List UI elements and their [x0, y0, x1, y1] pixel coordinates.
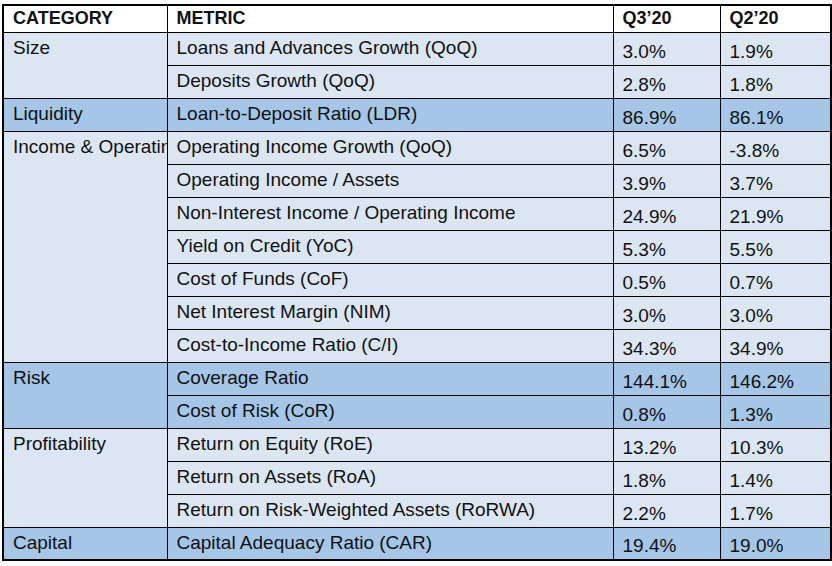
- page-canvas: CATEGORY METRIC Q3’20 Q2’20 Size Loans a…: [0, 0, 832, 566]
- q2-value-cell: 10.3%: [720, 428, 831, 461]
- q2-value-cell: 146.2%: [720, 362, 831, 395]
- metric-cell: Net Interest Margin (NIM): [167, 296, 613, 329]
- column-header-q3-20: Q3’20: [613, 5, 720, 32]
- q2-value-cell: 1.8%: [720, 65, 831, 98]
- q2-value-cell: 19.0%: [720, 527, 831, 560]
- q3-value-cell: 1.8%: [613, 461, 720, 494]
- table-row: Size Loans and Advances Growth (QoQ) 3.0…: [3, 32, 831, 65]
- table-row: Risk Coverage Ratio 144.1% 146.2%: [3, 362, 831, 395]
- column-header-metric: METRIC: [167, 5, 613, 32]
- table-row: Liquidity Loan-to-Deposit Ratio (LDR) 86…: [3, 98, 831, 131]
- q2-value-cell: 3.0%: [720, 296, 831, 329]
- metric-cell: Yield on Credit (YoC): [167, 230, 613, 263]
- q3-value-cell: 2.2%: [613, 494, 720, 527]
- category-cell-liquidity: Liquidity: [3, 98, 167, 131]
- q3-value-cell: 0.8%: [613, 395, 720, 428]
- q2-value-cell: 0.7%: [720, 263, 831, 296]
- table-row: Income & Operating Efficiency Operating …: [3, 131, 831, 164]
- metric-cell: Return on Risk-Weighted Assets (RoRWA): [167, 494, 613, 527]
- q2-value-cell: 21.9%: [720, 197, 831, 230]
- q3-value-cell: 86.9%: [613, 98, 720, 131]
- table-row: Capital Capital Adequacy Ratio (CAR) 19.…: [3, 527, 831, 560]
- metric-cell: Non-Interest Income / Operating Income: [167, 197, 613, 230]
- q3-value-cell: 0.5%: [613, 263, 720, 296]
- q3-value-cell: 6.5%: [613, 131, 720, 164]
- q3-value-cell: 3.0%: [613, 32, 720, 65]
- q3-value-cell: 5.3%: [613, 230, 720, 263]
- metric-cell: Cost of Funds (CoF): [167, 263, 613, 296]
- q3-value-cell: 13.2%: [613, 428, 720, 461]
- q2-value-cell: 1.4%: [720, 461, 831, 494]
- q3-value-cell: 3.0%: [613, 296, 720, 329]
- q3-value-cell: 2.8%: [613, 65, 720, 98]
- metric-cell: Loan-to-Deposit Ratio (LDR): [167, 98, 613, 131]
- table-row: Profitability Return on Equity (RoE) 13.…: [3, 428, 831, 461]
- q2-value-cell: 1.7%: [720, 494, 831, 527]
- category-cell-risk: Risk: [3, 362, 167, 428]
- metric-cell: Cost-to-Income Ratio (C/I): [167, 329, 613, 362]
- metric-cell: Capital Adequacy Ratio (CAR): [167, 527, 613, 560]
- q2-value-cell: 86.1%: [720, 98, 831, 131]
- q3-value-cell: 34.3%: [613, 329, 720, 362]
- q2-value-cell: 1.9%: [720, 32, 831, 65]
- q2-value-cell: 3.7%: [720, 164, 831, 197]
- metric-cell: Operating Income / Assets: [167, 164, 613, 197]
- metric-cell: Coverage Ratio: [167, 362, 613, 395]
- q2-value-cell: 1.3%: [720, 395, 831, 428]
- metric-cell: Loans and Advances Growth (QoQ): [167, 32, 613, 65]
- q3-value-cell: 144.1%: [613, 362, 720, 395]
- q3-value-cell: 3.9%: [613, 164, 720, 197]
- q2-value-cell: -3.8%: [720, 131, 831, 164]
- metric-cell: Return on Equity (RoE): [167, 428, 613, 461]
- metric-cell: Cost of Risk (CoR): [167, 395, 613, 428]
- q3-value-cell: 19.4%: [613, 527, 720, 560]
- metric-cell: Deposits Growth (QoQ): [167, 65, 613, 98]
- column-header-category: CATEGORY: [3, 5, 167, 32]
- category-cell-size: Size: [3, 32, 167, 98]
- metric-cell: Operating Income Growth (QoQ): [167, 131, 613, 164]
- category-cell-income-operating-efficiency: Income & Operating Efficiency: [3, 131, 167, 362]
- metric-cell: Return on Assets (RoA): [167, 461, 613, 494]
- category-cell-profitability: Profitability: [3, 428, 167, 527]
- q2-value-cell: 34.9%: [720, 329, 831, 362]
- q2-value-cell: 5.5%: [720, 230, 831, 263]
- table-header-row: CATEGORY METRIC Q3’20 Q2’20: [3, 5, 831, 32]
- q3-value-cell: 24.9%: [613, 197, 720, 230]
- category-cell-capital: Capital: [3, 527, 167, 560]
- financial-metrics-table: CATEGORY METRIC Q3’20 Q2’20 Size Loans a…: [2, 4, 832, 561]
- column-header-q2-20: Q2’20: [720, 5, 831, 32]
